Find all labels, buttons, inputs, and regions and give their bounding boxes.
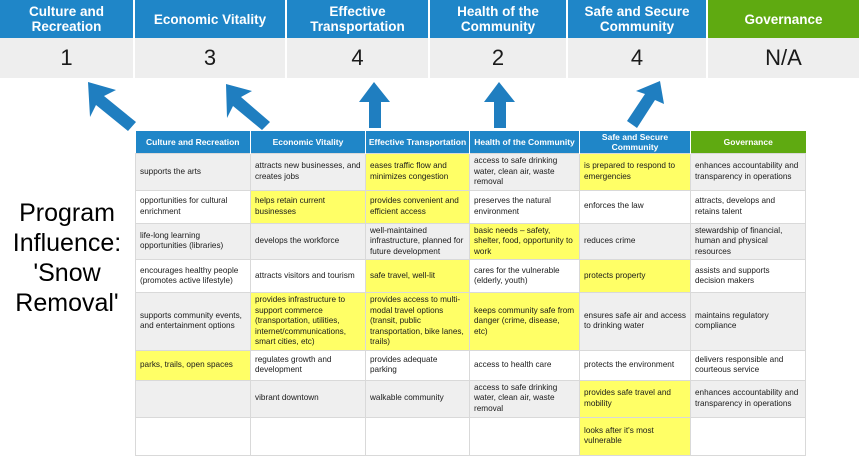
arrow-health-of-the-community [484,82,515,128]
program-influence-caption: Program Influence: 'Snow Removal' [2,198,132,318]
table-row: supports community events, and entertain… [135,292,806,351]
scorecard-header-effective-transportation: Effective Transportation [287,0,430,38]
matrix-cell: supports the arts [135,153,251,191]
matrix-cell: enhances accountability and transparency… [690,379,806,418]
matrix-cell: provides convenient and efficient access [365,189,470,224]
table-row: encourages healthy people (promotes acti… [135,259,806,293]
scorecard-header-row: Culture and Recreation Economic Vitality… [0,0,859,38]
matrix-cell: cares for the vulnerable (elderly, youth… [469,259,580,293]
caption-line-4: Removal' [15,289,119,317]
matrix-cell: provides infrastructure to support comme… [250,292,366,351]
scorecard-value-health-of-the-community: 2 [430,38,568,78]
matrix-cell: assists and supports decision makers [690,259,806,293]
matrix-cell: keeps community safe from danger (crime,… [469,292,580,351]
arrows-group [88,81,664,131]
caption-line-2: Influence: [12,229,122,257]
matrix-header-effective-transportation: Effective Transportation [365,131,470,154]
caption-line-1: Program [19,199,115,227]
matrix-cell: regulates growth and development [250,349,366,381]
matrix-cell: opportunities for cultural enrichment [135,189,251,224]
matrix-cell: attracts visitors and tourism [250,259,366,293]
matrix-cell: access to safe drinking water, clean air… [469,153,580,191]
matrix-header-culture-and-recreation: Culture and Recreation [135,131,251,154]
matrix-cell: walkable community [365,379,470,418]
table-row: looks after it's most vulnerable [135,416,806,456]
matrix-cell: eases traffic flow and minimizes congest… [365,153,470,191]
table-row: opportunities for cultural enrichment he… [135,189,806,224]
matrix-cell: helps retain current businesses [250,189,366,224]
matrix-cell: well-maintained infrastructure, planned … [365,222,470,260]
matrix-cell: enforces the law [579,189,691,224]
matrix-cell: looks after it's most vulnerable [579,416,691,456]
matrix-cell: maintains regulatory compliance [690,292,806,351]
scorecard-value-row: 1 3 4 2 4 N/A [0,38,859,78]
matrix-cell: protects property [579,259,691,293]
matrix-cell: protects the environment [579,349,691,381]
matrix-cell: stewardship of financial, human and phys… [690,222,806,260]
table-row: life-long learning opportunities (librar… [135,222,806,260]
matrix-cell [135,379,251,418]
scorecard-header-culture-and-recreation: Culture and Recreation [0,0,135,38]
matrix-header-governance: Governance [690,131,806,154]
arrow-culture-and-recreation [88,82,136,131]
table-row: supports the arts attracts new businesse… [135,153,806,191]
matrix-cell: reduces crime [579,222,691,260]
matrix-cell [135,416,251,456]
matrix-cell [250,416,366,456]
matrix-cell: life-long learning opportunities (librar… [135,222,251,260]
matrix-header-row: Culture and Recreation Economic Vitality… [135,131,806,154]
matrix-header-economic-vitality: Economic Vitality [250,131,366,154]
scorecard-header-safe-and-secure-community: Safe and Secure Community [568,0,708,38]
matrix-cell: access to safe drinking water, clean air… [469,379,580,418]
matrix-cell: provides access to multi-modal travel op… [365,292,470,351]
matrix-cell: develops the workforce [250,222,366,260]
scorecard-value-culture-and-recreation: 1 [0,38,135,78]
matrix-header-health-of-the-community: Health of the Community [469,131,580,154]
table-row: parks, trails, open spaces regulates gro… [135,349,806,381]
matrix-cell: vibrant downtown [250,379,366,418]
matrix-cell [365,416,470,456]
matrix-cell: supports community events, and entertain… [135,292,251,351]
matrix-cell: access to health care [469,349,580,381]
matrix-cell: basic needs – safety, shelter, food, opp… [469,222,580,260]
matrix-cell: provides adequate parking [365,349,470,381]
matrix-cell: parks, trails, open spaces [135,349,251,381]
matrix-cell: is prepared to respond to emergencies [579,153,691,191]
matrix-cell [469,416,580,456]
matrix-cell: safe travel, well-lit [365,259,470,293]
arrow-economic-vitality [226,84,270,130]
matrix-cell [690,416,806,456]
arrow-effective-transportation [359,82,390,128]
scorecard-value-effective-transportation: 4 [287,38,430,78]
scorecard-value-economic-vitality: 3 [135,38,287,78]
matrix-cell: ensures safe air and access to drinking … [579,292,691,351]
matrix-cell: preserves the natural environment [469,189,580,224]
matrix-cell: enhances accountability and transparency… [690,153,806,191]
matrix-cell: encourages healthy people (promotes acti… [135,259,251,293]
outcomes-matrix-table: Culture and Recreation Economic Vitality… [135,131,806,456]
arrow-safe-and-secure-community [627,81,664,128]
table-row: vibrant downtown walkable community acce… [135,379,806,418]
scorecard-header-health-of-the-community: Health of the Community [430,0,568,38]
scorecard: Culture and Recreation Economic Vitality… [0,0,859,78]
matrix-cell: provides safe travel and mobility [579,379,691,418]
matrix-cell: attracts new businesses, and creates job… [250,153,366,191]
scorecard-value-governance: N/A [708,38,859,78]
matrix-body: supports the arts attracts new businesse… [135,153,806,456]
scorecard-value-safe-and-secure-community: 4 [568,38,708,78]
caption-line-3: 'Snow [33,259,101,287]
matrix-cell: delivers responsible and courteous servi… [690,349,806,381]
scorecard-header-economic-vitality: Economic Vitality [135,0,287,38]
matrix-header-safe-and-secure-community: Safe and Secure Community [579,131,691,154]
matrix-cell: attracts, develops and retains talent [690,189,806,224]
scorecard-header-governance: Governance [708,0,859,38]
